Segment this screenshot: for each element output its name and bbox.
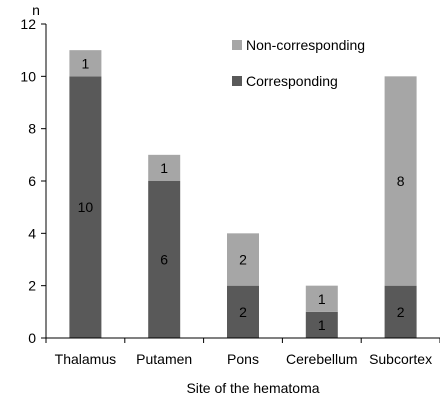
x-tick-label: Pons (227, 351, 259, 367)
bar-data-label: 1 (82, 55, 90, 71)
x-tick-label: Cerebellum (286, 351, 358, 367)
x-tick-label: Putamen (136, 351, 192, 367)
bar-data-label: 2 (239, 252, 247, 268)
bar-segment-non-corresponding (69, 50, 102, 77)
bar-data-label: 1 (318, 317, 326, 333)
bar-segment-non-corresponding (384, 76, 417, 286)
bar-data-label: 2 (397, 304, 405, 320)
bar-data-label: 1 (318, 291, 326, 307)
legend-label: Corresponding (246, 73, 338, 89)
y-ticks-group: 0 2 4 6 8 10 12 (20, 16, 46, 346)
bar-segment-corresponding (148, 181, 181, 338)
bar-data-label: 2 (239, 304, 247, 320)
bar-data-label: 6 (160, 252, 168, 268)
legend-swatch (232, 40, 242, 50)
y-tick-label: 6 (28, 173, 36, 189)
bar-segment-corresponding (305, 311, 338, 338)
bar-segment-corresponding (384, 285, 417, 338)
x-ticks-group: Thalamus Putamen Pons Cerebellum Subcortex (45, 338, 440, 367)
legend: Non-corresponding Corresponding (232, 37, 365, 89)
x-tick-label: Thalamus (55, 351, 116, 367)
bar-data-label: 1 (160, 160, 168, 176)
y-tick-label: 10 (20, 68, 36, 84)
segment-labels-group: 10 1 6 1 2 2 1 1 2 8 (78, 55, 405, 333)
y-axis-label: n (32, 2, 40, 18)
y-tick-label: 8 (28, 121, 36, 137)
y-tick-label: 4 (28, 225, 36, 241)
bar-data-label: 10 (78, 199, 94, 215)
bar-segment-non-corresponding (227, 233, 259, 286)
bar-data-label: 8 (397, 173, 405, 189)
x-axis-label: Site of the hematoma (186, 380, 319, 396)
legend-label: Non-corresponding (246, 37, 365, 53)
bar-segment-non-corresponding (148, 154, 181, 181)
legend-swatch (232, 76, 242, 86)
y-tick-label: 2 (28, 278, 36, 294)
bar-segment-corresponding (227, 285, 259, 338)
bar-segment-corresponding (69, 76, 102, 338)
bars-group (69, 50, 417, 338)
bar-segment-non-corresponding (305, 285, 338, 312)
y-tick-label: 0 (28, 330, 36, 346)
y-tick-label: 12 (20, 16, 36, 32)
x-tick-label: Subcortex (369, 351, 432, 367)
